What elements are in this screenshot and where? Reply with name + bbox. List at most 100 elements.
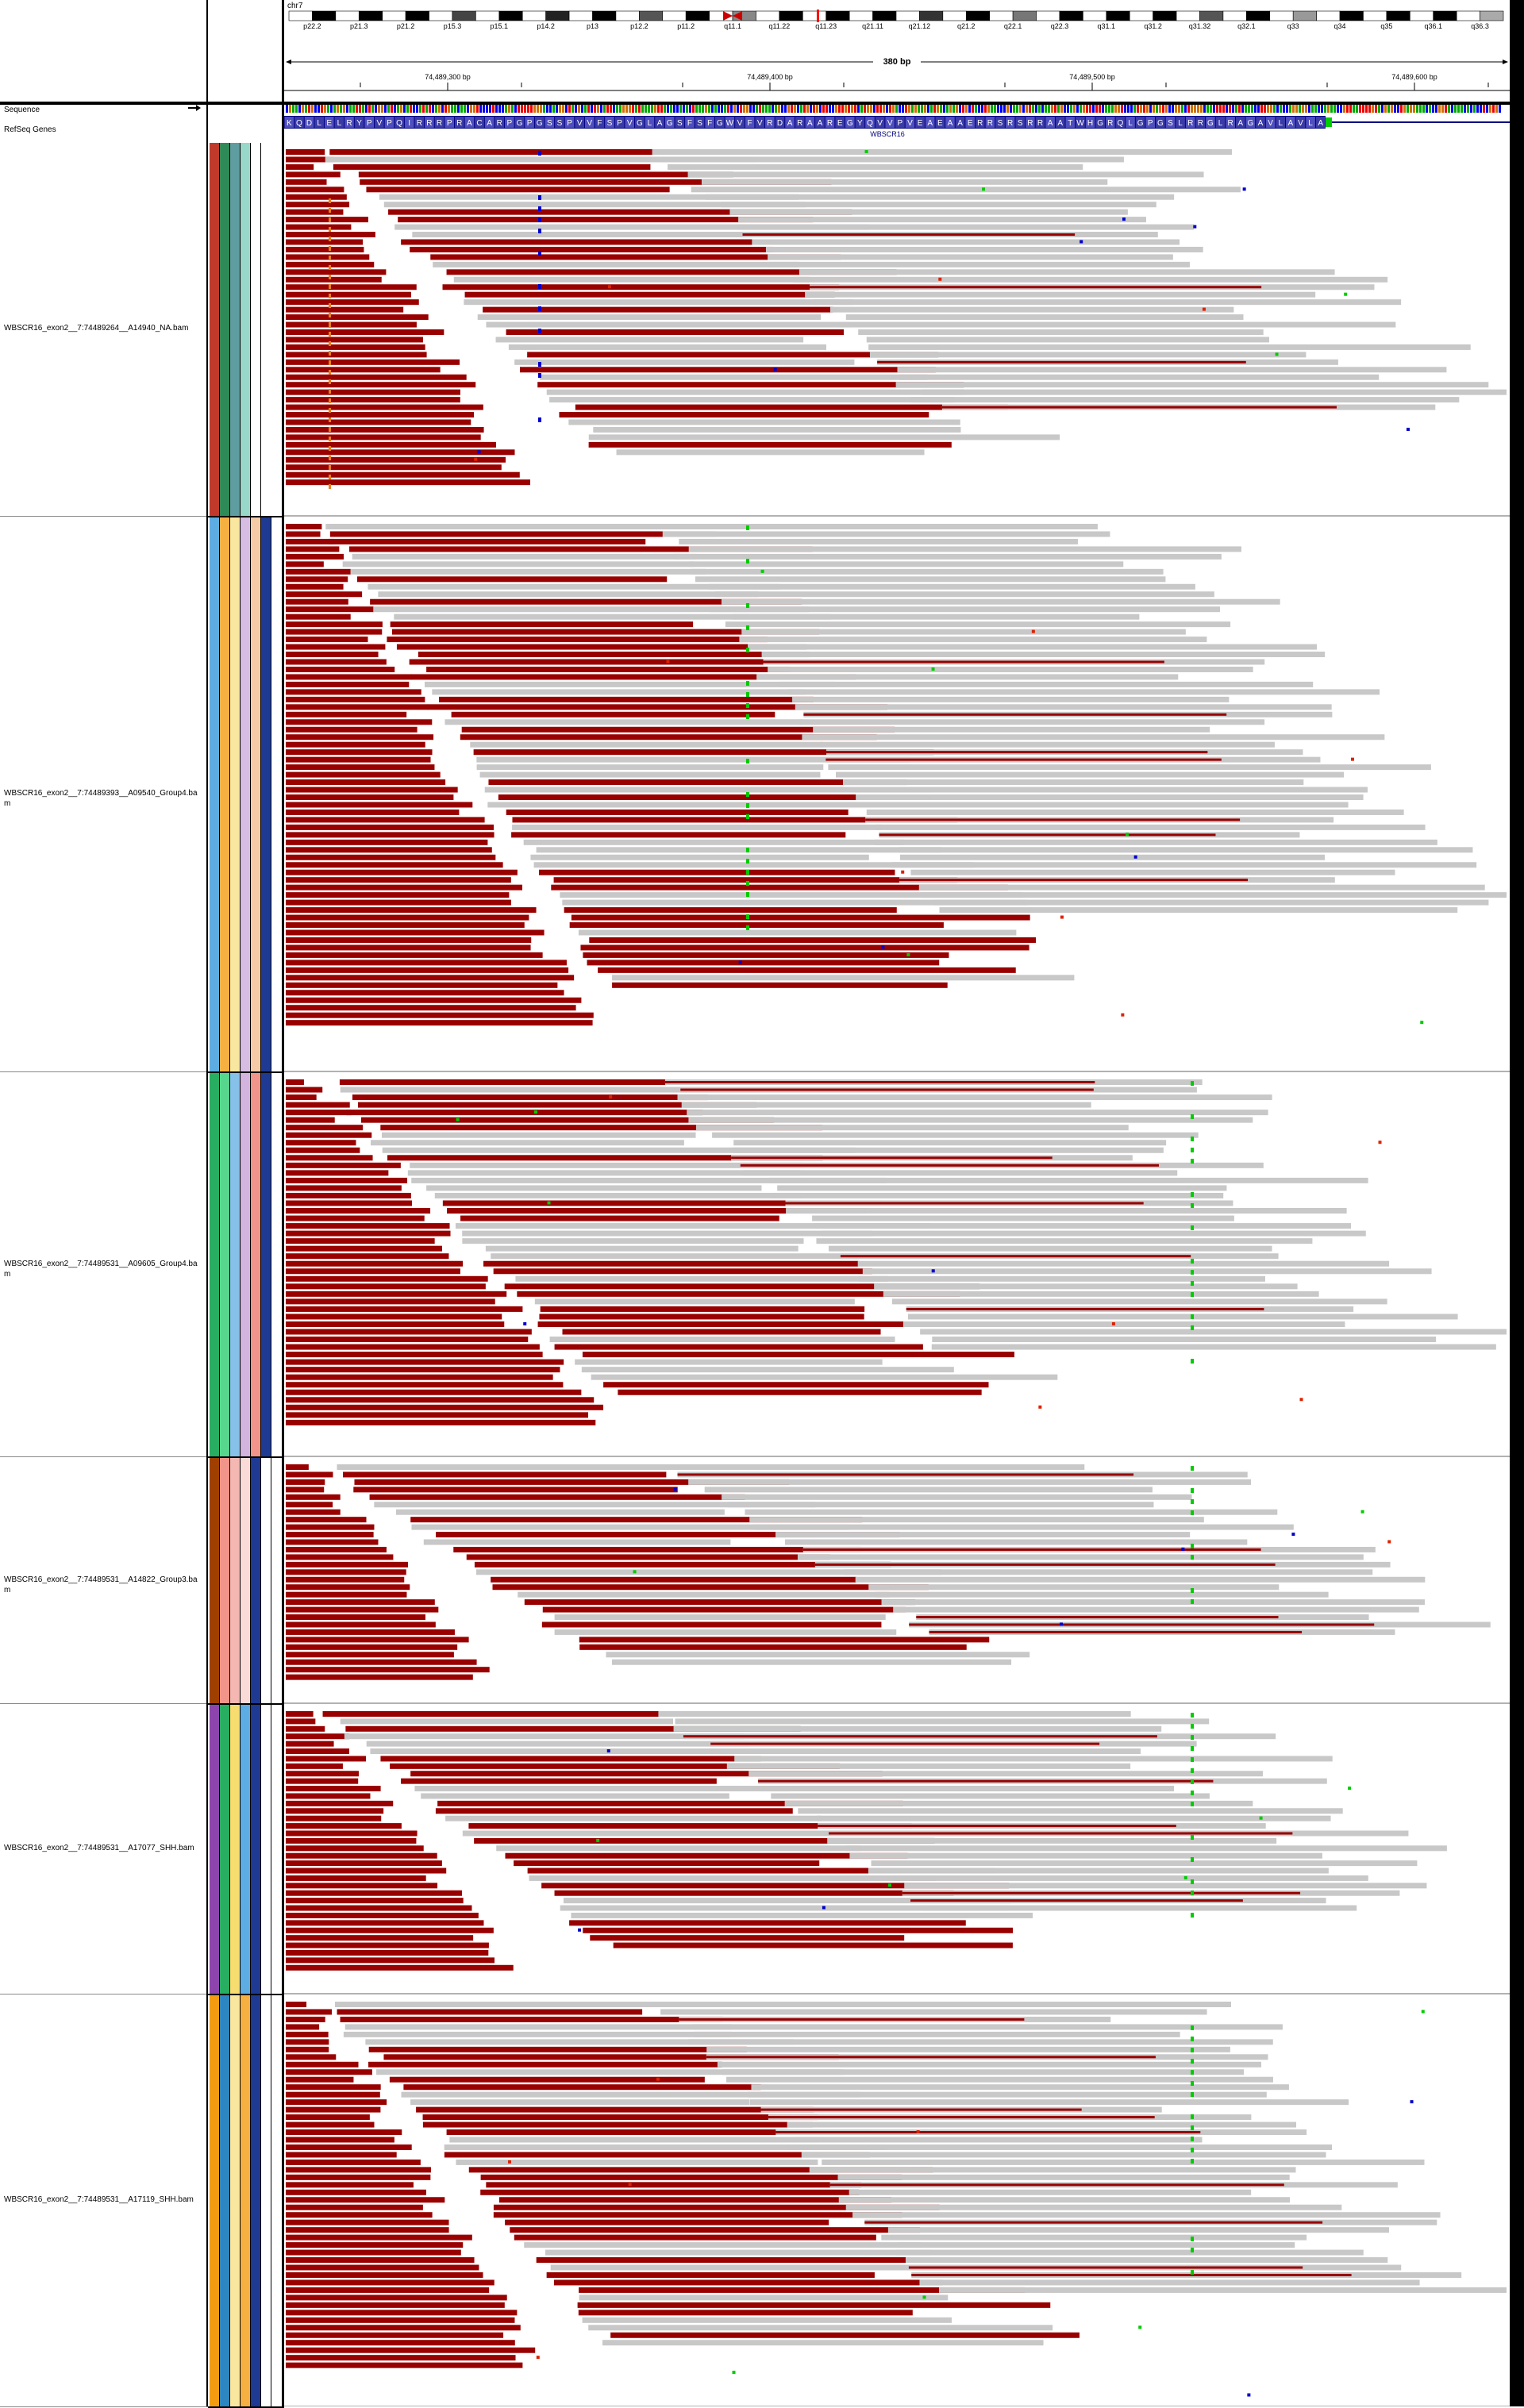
read[interactable] [339,1079,775,1085]
read[interactable] [286,1087,323,1093]
read[interactable] [286,2174,431,2180]
read[interactable] [554,1890,954,1896]
read[interactable] [286,960,567,966]
alignment-track[interactable] [284,1464,1510,1704]
read[interactable] [795,2137,1203,2143]
read[interactable] [286,719,433,725]
read[interactable] [286,1419,596,1425]
read[interactable] [849,2189,1252,2195]
attribute-cell[interactable] [241,517,251,1071]
attribute-cell[interactable] [261,1995,271,2406]
read[interactable] [866,809,1404,815]
read[interactable] [286,2242,464,2248]
read[interactable] [738,217,1146,223]
read[interactable] [286,1155,373,1161]
read[interactable] [553,2279,943,2286]
read[interactable] [286,239,364,245]
read[interactable] [286,359,460,365]
read[interactable] [493,2204,940,2210]
read[interactable] [328,538,646,544]
read[interactable] [286,471,520,478]
read[interactable] [446,269,897,275]
read[interactable] [924,1905,1357,1911]
read[interactable] [726,1763,1131,1769]
read[interactable] [286,1132,372,1138]
read[interactable] [286,2091,380,2098]
read[interactable] [537,382,964,388]
read[interactable] [286,1517,367,1523]
read[interactable] [462,1230,873,1237]
read[interactable] [403,2084,761,2091]
read[interactable] [286,1314,502,1320]
read[interactable] [286,464,502,471]
read[interactable] [849,802,1349,808]
read[interactable] [286,1389,582,1395]
read[interactable] [899,374,1380,380]
read[interactable] [899,854,1325,860]
read[interactable] [768,666,1253,672]
attribute-cell[interactable] [210,517,220,1071]
read[interactable] [726,2076,1273,2083]
read[interactable] [286,1404,604,1410]
read[interactable] [286,2325,521,2331]
read[interactable] [442,284,840,290]
read[interactable] [893,1606,1419,1613]
read[interactable] [286,1823,402,1829]
read[interactable] [462,1830,829,1837]
read[interactable] [286,1140,356,1146]
read[interactable] [286,1920,484,1926]
read[interactable] [286,869,518,875]
read[interactable] [520,367,936,373]
read[interactable] [837,321,1396,328]
track-name[interactable]: WBSCR16_exon2__7:74489393__A09540_Group4… [4,789,198,808]
read[interactable] [571,1912,1033,1918]
read[interactable] [508,344,826,350]
read[interactable] [286,637,368,643]
read[interactable] [286,1359,564,1365]
read[interactable] [286,1464,309,1470]
read[interactable] [563,1898,1011,1904]
read[interactable] [474,1561,891,1568]
read[interactable] [410,674,856,680]
read[interactable] [437,1800,903,1806]
read[interactable] [398,217,814,223]
read[interactable] [286,749,433,756]
read[interactable] [286,1374,553,1380]
read[interactable] [286,907,537,914]
read[interactable] [381,1132,696,1138]
read[interactable] [444,2144,887,2150]
read[interactable] [344,1733,744,1740]
read[interactable] [286,1718,316,1725]
read[interactable] [931,1344,1496,1350]
read[interactable] [540,1306,865,1312]
read[interactable] [568,419,960,425]
read[interactable] [325,524,778,529]
read[interactable] [412,232,881,238]
read[interactable] [717,2061,1262,2068]
read[interactable] [286,854,496,860]
read[interactable] [612,1659,1012,1665]
read[interactable] [286,1868,447,1874]
read[interactable] [286,1927,494,1933]
alignment-track[interactable] [284,524,1510,1072]
read[interactable] [286,276,382,283]
read[interactable] [554,1344,923,1350]
read[interactable] [578,929,1017,936]
read[interactable] [524,2242,922,2248]
read[interactable] [340,2016,723,2022]
read[interactable] [771,1793,1210,1799]
attribute-cell[interactable] [251,1995,261,2406]
attribute-cell[interactable] [220,1995,230,2406]
read[interactable] [286,598,348,605]
read[interactable] [286,576,348,583]
read[interactable] [343,1471,667,1478]
read[interactable] [828,764,1431,771]
read[interactable] [920,1329,1507,1335]
read[interactable] [426,666,791,672]
read[interactable] [286,1223,450,1229]
read[interactable] [761,652,1326,658]
read[interactable] [911,397,1460,403]
read[interactable] [286,1012,594,1018]
read[interactable] [922,389,1507,395]
read[interactable] [858,1275,1265,1282]
